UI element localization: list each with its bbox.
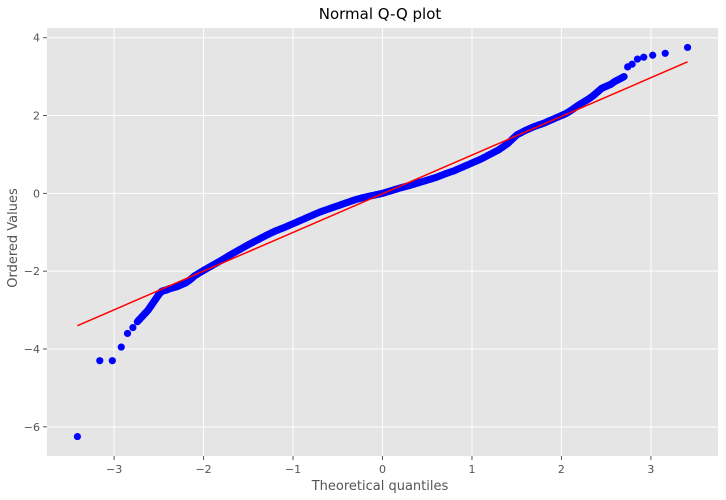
- y-tick-label: 2: [33, 110, 40, 123]
- data-point: [108, 357, 116, 365]
- data-point: [661, 49, 669, 57]
- x-tick-label: 1: [468, 463, 475, 476]
- fit-line: [77, 61, 688, 327]
- x-tick-label: 2: [558, 463, 565, 476]
- data-point: [633, 55, 642, 63]
- x-axis-label: Theoretical quantiles: [311, 479, 449, 494]
- y-tick-label: −4: [24, 343, 40, 356]
- y-axis-label: Ordered Values: [6, 188, 21, 288]
- data-point: [640, 53, 648, 61]
- x-tick-label: 0: [379, 463, 386, 476]
- data-point: [73, 432, 82, 441]
- plot-area: −3 −2 −1 0 1 2 3 −6 −4 −2 0 2 4: [24, 28, 718, 476]
- data-point: [683, 43, 692, 52]
- data-point: [96, 357, 104, 365]
- data-point: [123, 329, 132, 338]
- chart-title: Normal Q-Q plot: [319, 5, 442, 23]
- x-tick-label: −1: [285, 463, 301, 476]
- data-point: [628, 60, 636, 68]
- x-tick-label: −2: [195, 463, 211, 476]
- y-tick-label: 0: [33, 187, 40, 200]
- data-point: [129, 324, 137, 332]
- data-point: [117, 343, 125, 351]
- y-tick-label: −6: [24, 421, 40, 434]
- y-tick-label: −2: [24, 265, 40, 278]
- y-tick-label: 4: [33, 32, 40, 45]
- data-point: [649, 51, 657, 59]
- data-point: [620, 73, 628, 81]
- x-tick-label: −3: [106, 463, 122, 476]
- x-tick-label: 3: [647, 463, 654, 476]
